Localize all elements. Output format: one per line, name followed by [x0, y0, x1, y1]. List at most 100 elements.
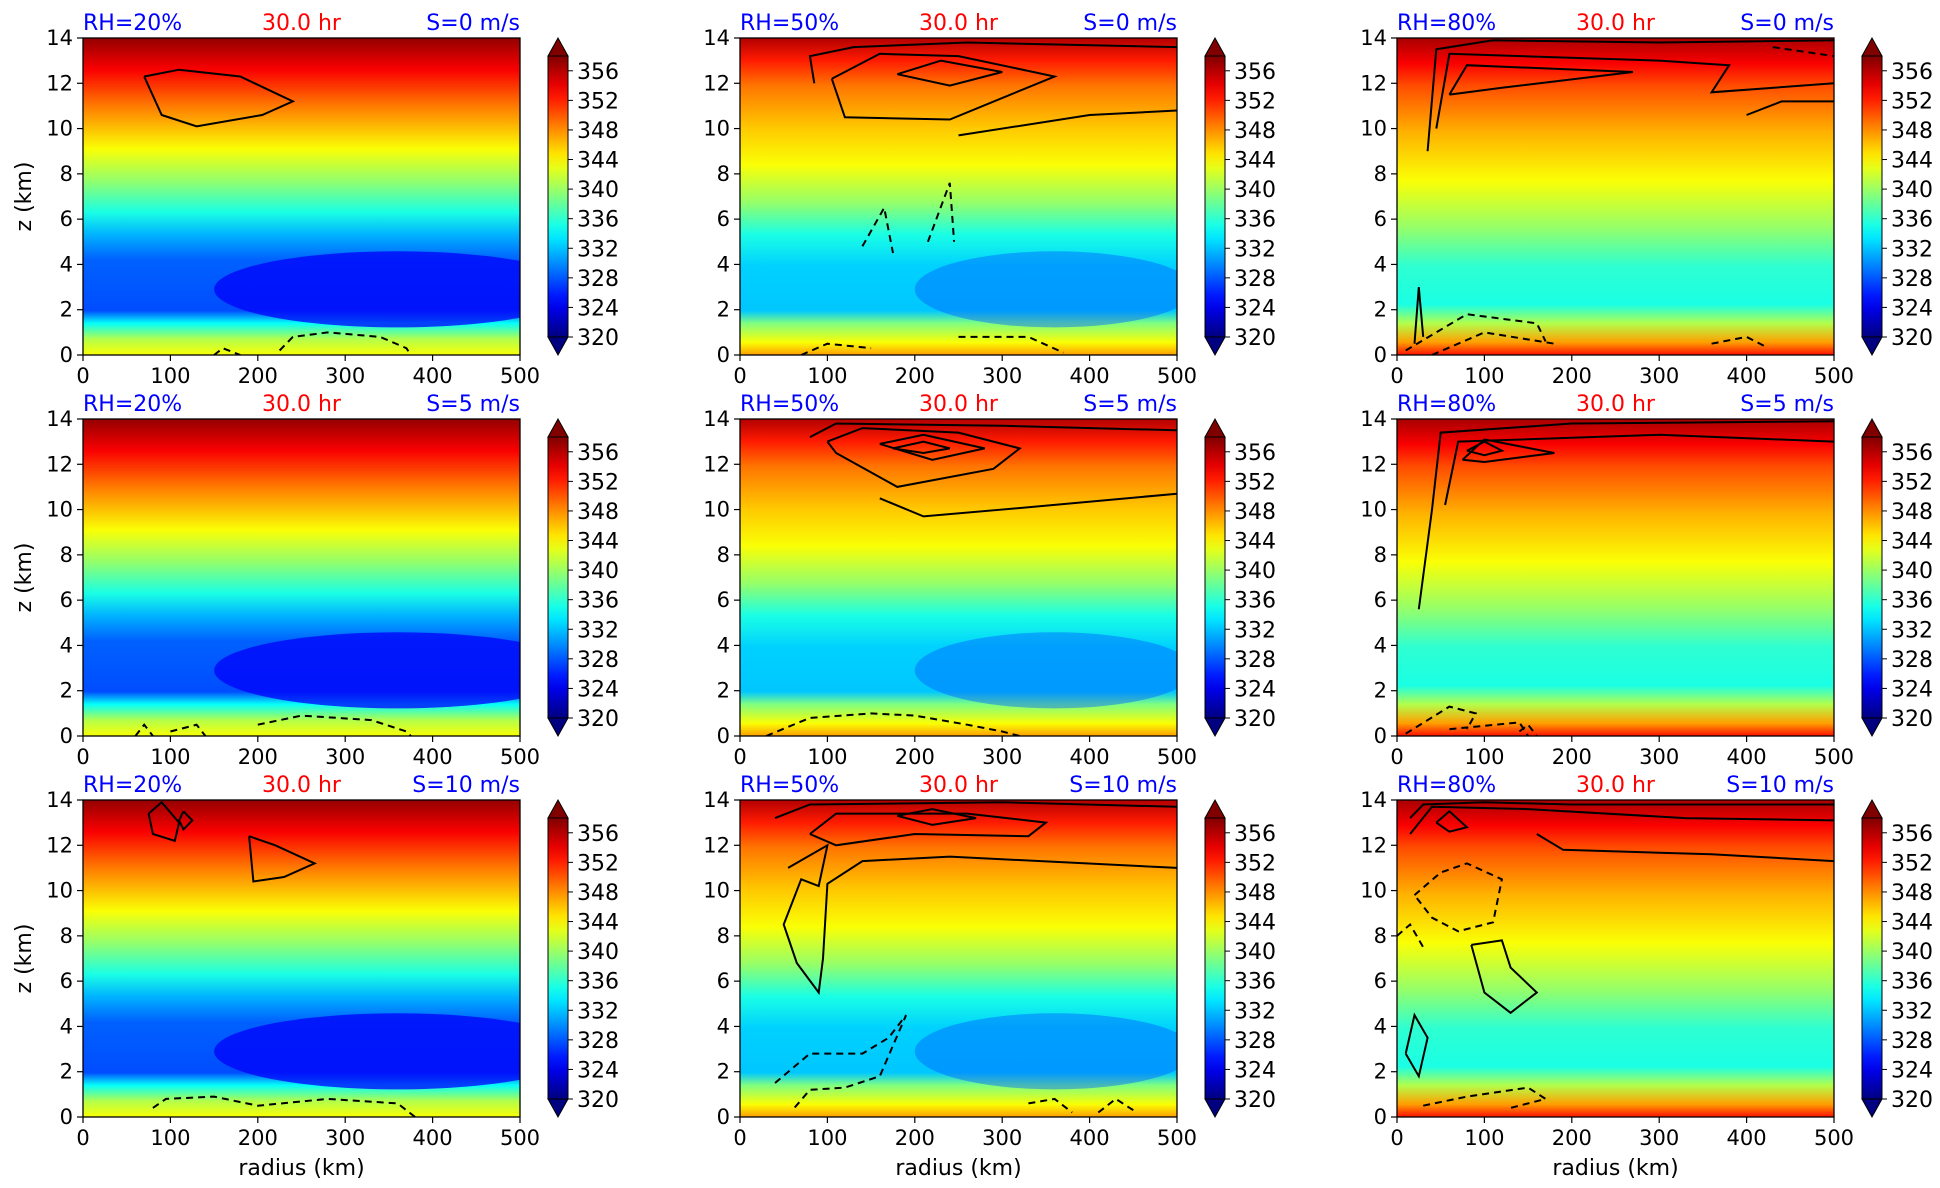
y-tick-label: 6 [717, 207, 730, 231]
y-tick-label: 4 [1374, 1014, 1387, 1038]
y-tick-label: 14 [703, 26, 730, 50]
shear-label: S=0 m/s [1740, 11, 1834, 36]
colorbar-tick-label: 352 [1891, 470, 1933, 495]
y-tick-label: 8 [60, 162, 73, 186]
time-label: 30.0 hr [919, 773, 999, 798]
colorbar-extend-max [1204, 798, 1226, 819]
panel-rh50-s0: 0 100 200 300 400 500 0 2 4 6 8 10 12 14 RH=50% 30.0 hr… [703, 11, 1276, 388]
x-tick-label: 200 [1552, 745, 1592, 769]
x-tick-label: 100 [150, 1126, 190, 1150]
x-tick-label: 500 [1814, 745, 1854, 769]
panel-frame [82, 418, 521, 737]
dashed-contour-2 [1711, 335, 1765, 347]
colorbar-tick-label: 332 [1891, 237, 1933, 262]
cold-core [214, 251, 520, 328]
y-tick-label: 2 [717, 1060, 730, 1084]
dashed-contour-0 [861, 204, 894, 254]
y-tick-label: 2 [717, 298, 730, 322]
x-tick-label: 0 [733, 1126, 746, 1150]
y-tick-label: 0 [60, 1105, 73, 1129]
rh-label: RH=20% [83, 11, 182, 36]
x-tick-label: 0 [1390, 745, 1403, 769]
colorbar: 356 352 348 344 340 336 332 328 324 320 [1861, 798, 1933, 1119]
y-tick-label: 0 [717, 724, 730, 748]
panel-frame [1396, 37, 1835, 356]
x-tick-label: 0 [76, 745, 89, 769]
solid-contour-1 [177, 810, 194, 832]
colorbar-tick-label: 328 [1234, 267, 1276, 292]
dashed-contour-0 [1413, 862, 1504, 933]
colorbar-tick-label: 356 [1891, 441, 1933, 466]
x-tick-label: 400 [1070, 745, 1110, 769]
colorbar-extend-max [1204, 417, 1226, 438]
colorbar-tick-label: 336 [1234, 970, 1276, 995]
colorbar-extend-min [1861, 336, 1883, 357]
panel-frame [739, 418, 1178, 737]
colorbar-extend-max [1861, 36, 1883, 57]
dashed-contour-2 [1097, 1097, 1134, 1114]
colorbar-tick-label: 356 [1234, 60, 1276, 85]
colorbar-extend-min [547, 1098, 569, 1119]
y-tick-label: 10 [46, 879, 73, 903]
colorbar-tick-label: 336 [1234, 589, 1276, 614]
y-tick-label: 14 [46, 788, 73, 812]
panel-rh20-s10: 0 100 200 300 400 500 0 2 4 6 8 10 12 14 z (km) radius … [12, 773, 619, 1181]
colorbar-tick-label: 324 [1234, 677, 1276, 702]
solid-contour-2 [879, 433, 985, 461]
colorbar-tick-label: 332 [1234, 237, 1276, 262]
colorbar-tick-label: 336 [1891, 970, 1933, 995]
y-tick-label: 6 [1374, 207, 1387, 231]
colorbar-extend-min [1204, 1098, 1226, 1119]
y-tick-label: 12 [703, 452, 730, 476]
y-tick-label: 6 [60, 207, 73, 231]
colorbar-extend-min [1861, 1098, 1883, 1119]
y-tick-label: 2 [60, 298, 73, 322]
y-tick-label: 6 [717, 969, 730, 993]
colorbar: 356 352 348 344 340 336 332 328 324 320 [1861, 417, 1933, 738]
rh-label: RH=50% [740, 392, 839, 417]
solid-contour-0 [143, 68, 296, 128]
y-tick-label: 12 [46, 71, 73, 95]
y-tick-label: 12 [46, 833, 73, 857]
rh-label: RH=80% [1397, 11, 1496, 36]
y-tick-label: 10 [46, 117, 73, 141]
heatmap-field [1397, 38, 1834, 355]
y-tick-label: 6 [717, 588, 730, 612]
y-tick-label: 0 [717, 1105, 730, 1129]
dashed-contour-0 [774, 1014, 908, 1111]
y-tick-label: 8 [60, 543, 73, 567]
colorbar-tick-label: 328 [577, 648, 619, 673]
dashed-contour-0 [152, 1095, 416, 1117]
y-tick-label: 8 [1374, 162, 1387, 186]
colorbar-tick-label: 328 [1234, 1029, 1276, 1054]
y-tick-label: 8 [717, 543, 730, 567]
panel-rh80-s10: 0 100 200 300 400 500 0 2 4 6 8 10 12 14 radius (km) RH… [1360, 773, 1933, 1181]
colorbar-extend-min [1861, 717, 1883, 738]
x-tick-label: 0 [76, 364, 89, 388]
shear-label: S=10 m/s [412, 773, 520, 798]
colorbar-tick-label: 352 [577, 470, 619, 495]
x-tick-label: 400 [1727, 364, 1767, 388]
y-tick-label: 12 [1360, 71, 1387, 95]
dashed-contour-0 [213, 347, 241, 355]
solid-contour-1 [1409, 805, 1834, 835]
y-axis-label: z (km) [12, 543, 37, 613]
x-tick-label: 500 [500, 745, 540, 769]
colorbar-tick-label: 320 [1891, 1088, 1933, 1113]
colorbar-tick-label: 352 [1234, 851, 1276, 876]
cold-core [214, 632, 520, 709]
y-tick-label: 6 [1374, 588, 1387, 612]
y-tick-label: 14 [703, 407, 730, 431]
cold-core [914, 1013, 1177, 1090]
x-tick-label: 500 [500, 1126, 540, 1150]
y-tick-label: 10 [1360, 879, 1387, 903]
colorbar-tick-label: 324 [1234, 296, 1276, 321]
x-tick-label: 300 [325, 1126, 365, 1150]
colorbar-tick-label: 336 [577, 208, 619, 233]
y-tick-label: 4 [60, 1014, 73, 1038]
colorbar-tick-label: 340 [1891, 178, 1933, 203]
y-tick-label: 8 [60, 924, 73, 948]
time-label: 30.0 hr [1576, 773, 1656, 798]
time-label: 30.0 hr [1576, 11, 1656, 36]
shear-label: S=10 m/s [1069, 773, 1177, 798]
